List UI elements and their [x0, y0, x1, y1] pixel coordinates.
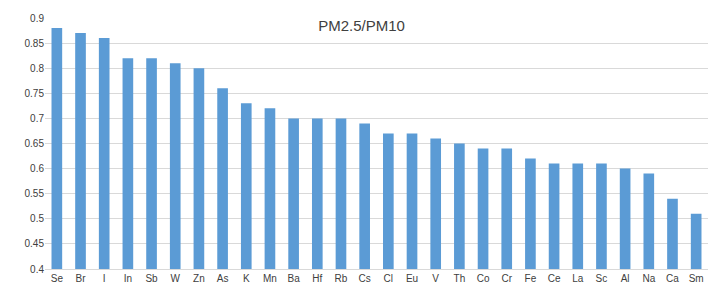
svg-text:In: In	[124, 273, 132, 284]
svg-text:Cl: Cl	[384, 273, 393, 284]
svg-text:Sc: Sc	[596, 273, 608, 284]
svg-text:Zn: Zn	[193, 273, 205, 284]
svg-text:Eu: Eu	[406, 273, 418, 284]
svg-text:Fe: Fe	[525, 273, 537, 284]
svg-text:Th: Th	[454, 273, 466, 284]
svg-text:Al: Al	[621, 273, 630, 284]
svg-text:Se: Se	[51, 273, 64, 284]
svg-text:Na: Na	[642, 273, 655, 284]
svg-text:Cr: Cr	[501, 273, 512, 284]
svg-text:0.7: 0.7	[30, 113, 44, 124]
svg-text:I: I	[103, 273, 106, 284]
svg-text:Ce: Ce	[548, 273, 561, 284]
svg-text:0.4: 0.4	[30, 264, 44, 275]
svg-text:0.55: 0.55	[25, 188, 45, 199]
svg-text:Ca: Ca	[666, 273, 679, 284]
svg-text:Hf: Hf	[312, 273, 322, 284]
svg-text:0.9: 0.9	[30, 13, 44, 24]
svg-text:As: As	[217, 273, 229, 284]
svg-text:W: W	[171, 273, 181, 284]
svg-text:0.85: 0.85	[25, 38, 45, 49]
svg-text:0.5: 0.5	[30, 213, 44, 224]
svg-text:Co: Co	[477, 273, 490, 284]
svg-text:K: K	[243, 273, 250, 284]
svg-text:La: La	[572, 273, 584, 284]
svg-text:Sm: Sm	[689, 273, 704, 284]
svg-text:Rb: Rb	[335, 273, 348, 284]
svg-text:0.6: 0.6	[30, 163, 44, 174]
svg-text:Sb: Sb	[145, 273, 158, 284]
svg-text:0.8: 0.8	[30, 63, 44, 74]
svg-text:PM2.5/PM10: PM2.5/PM10	[318, 17, 405, 34]
svg-text:Ba: Ba	[288, 273, 301, 284]
svg-text:0.75: 0.75	[25, 88, 45, 99]
svg-text:Mn: Mn	[263, 273, 277, 284]
svg-text:0.65: 0.65	[25, 138, 45, 149]
svg-text:Br: Br	[76, 273, 87, 284]
svg-text:Cs: Cs	[359, 273, 371, 284]
svg-text:0.45: 0.45	[25, 238, 45, 249]
svg-text:V: V	[432, 273, 439, 284]
